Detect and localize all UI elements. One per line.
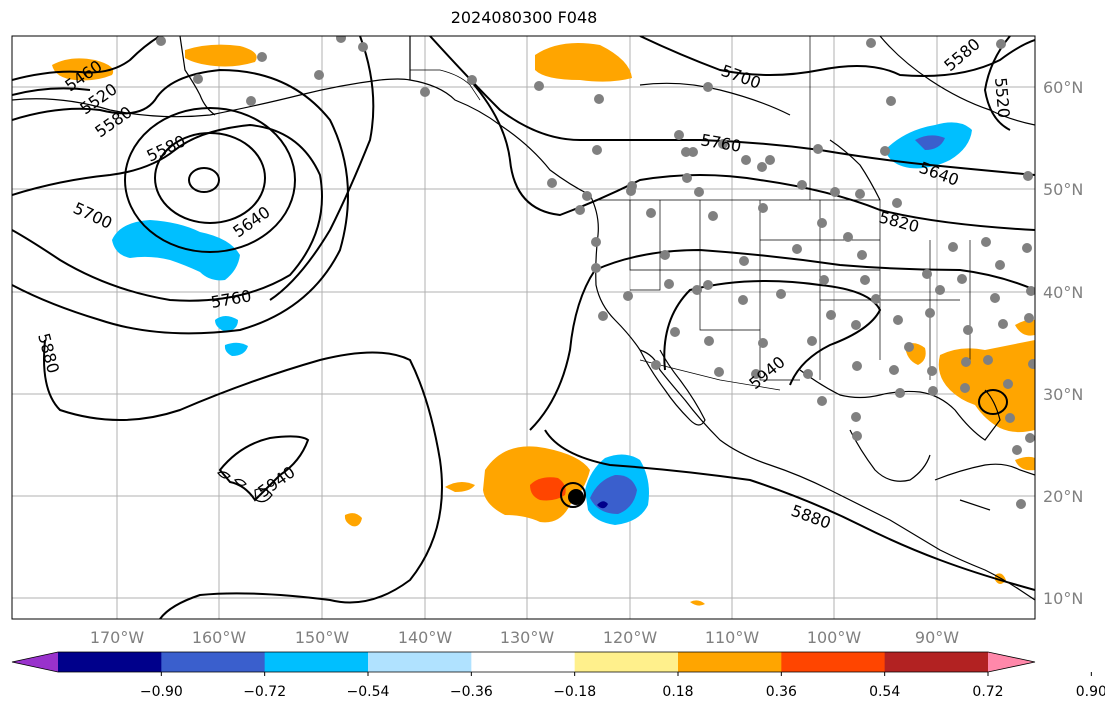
map-title: 2024080300 F048 xyxy=(450,8,598,27)
positive-anomaly-region xyxy=(185,44,257,67)
positive-anomaly-region xyxy=(690,600,705,606)
low-center-marker xyxy=(568,489,584,505)
lon-tick-label: 110°W xyxy=(705,628,760,647)
negative-anomaly-region xyxy=(224,342,248,356)
negative-anomaly-region xyxy=(215,316,238,332)
strong-negative-anomaly-region xyxy=(597,501,608,509)
station-markers xyxy=(156,36,1035,509)
colorbar-tick-label: 0.90 xyxy=(1076,684,1105,700)
colorbar-tick-label: −0.36 xyxy=(450,684,493,700)
colorbar-tick-label: 0.72 xyxy=(972,684,1003,700)
lon-tick-label: 150°W xyxy=(295,628,350,647)
colorbar-tick-label: 0.36 xyxy=(766,684,797,700)
positive-anomaly-region xyxy=(1015,319,1035,336)
lat-tick-label: 10°N xyxy=(1043,589,1083,608)
lat-tick-label: 40°N xyxy=(1043,283,1083,302)
lon-tick-label: 160°W xyxy=(192,628,247,647)
colorbar-segment xyxy=(678,652,782,672)
political-borders xyxy=(410,36,971,391)
lon-tick-label: 100°W xyxy=(807,628,862,647)
positive-anomaly-region xyxy=(535,42,632,82)
positive-anomaly-region xyxy=(344,513,362,527)
strong-positive-anomaly-region xyxy=(530,477,566,501)
colorbar-tick-label: −0.72 xyxy=(243,684,286,700)
map-frame xyxy=(11,35,1036,620)
colorbar-segment xyxy=(884,652,989,672)
colorbar-tick-label: 0.18 xyxy=(662,684,693,700)
height-contours xyxy=(12,36,1035,619)
colorbar-segment xyxy=(781,652,886,672)
colorbar-segment xyxy=(368,652,472,672)
lat-tick-label: 50°N xyxy=(1043,180,1083,199)
lon-tick-label: 130°W xyxy=(500,628,555,647)
colorbar-segment xyxy=(161,652,266,672)
colorbar-tick-label: −0.90 xyxy=(140,684,183,700)
positive-anomaly-region xyxy=(445,481,475,492)
colorbar-tick-label: 0.54 xyxy=(869,684,900,700)
colorbar-segment xyxy=(471,652,576,672)
positive-anomaly-region xyxy=(1015,456,1035,471)
colorbar-segment xyxy=(58,652,162,672)
colorbar-extend-low xyxy=(12,652,58,672)
lon-tick-label: 90°W xyxy=(915,628,959,647)
map-background xyxy=(12,36,1035,619)
lat-tick-label: 30°N xyxy=(1043,385,1083,404)
colorbar-segment xyxy=(574,652,679,672)
contour-label: 5520 xyxy=(991,77,1013,119)
lat-tick-label: 60°N xyxy=(1043,78,1083,97)
mid-negative-anomaly-region xyxy=(915,135,945,150)
colorbar-tick-label: −0.54 xyxy=(347,684,390,700)
lat-tick-label: 20°N xyxy=(1043,487,1083,506)
negative-anomaly-region xyxy=(112,220,240,281)
lon-tick-label: 120°W xyxy=(603,628,658,647)
colorbar: −0.90 −0.72 −0.54 −0.36 −0.18 0.18 0.36 0.54 0.7… xyxy=(11,651,1105,700)
grid-lines xyxy=(12,36,1035,619)
longitude-axis: 170°W 160°W 150°W 140°W 130°W 120°W 110°… xyxy=(90,628,959,647)
lon-tick-label: 170°W xyxy=(90,628,145,647)
colorbar-extend-high xyxy=(988,652,1035,672)
latitude-axis: 60°N 50°N 40°N 30°N 20°N 10°N xyxy=(1043,78,1083,608)
colorbar-tick-label: −0.18 xyxy=(553,684,596,700)
positive-anomaly-region xyxy=(52,58,114,81)
colorbar-outline xyxy=(11,651,1036,673)
colorbar-segment xyxy=(264,652,369,672)
coastlines xyxy=(12,36,1035,601)
lon-tick-label: 140°W xyxy=(398,628,453,647)
